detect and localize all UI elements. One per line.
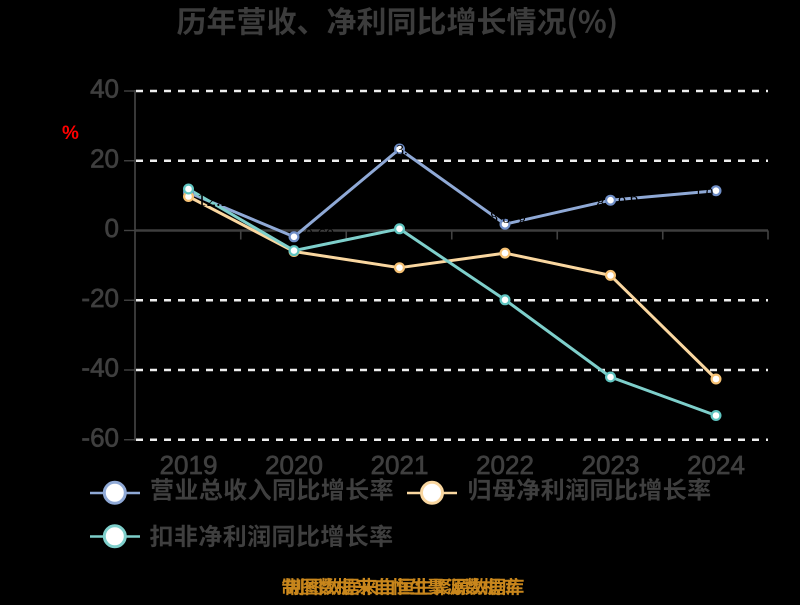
svg-text:2024: 2024 — [687, 450, 745, 480]
svg-text:%: % — [62, 123, 79, 144]
svg-text:2023: 2023 — [582, 450, 640, 480]
svg-text:8: 8 — [503, 211, 511, 227]
svg-text:-0.60: -0.60 — [299, 225, 334, 244]
svg-text:-20: -20 — [81, 283, 119, 313]
svg-text:3.: 3. — [397, 143, 408, 159]
svg-text:2019: 2019 — [160, 450, 218, 480]
svg-text:2020: 2020 — [265, 450, 323, 480]
svg-text:-60: -60 — [81, 422, 119, 452]
svg-text:12.21: 12.21 — [197, 190, 240, 211]
svg-text:8.6: 8.6 — [618, 190, 638, 207]
svg-text:40: 40 — [90, 74, 119, 104]
svg-text:-40: -40 — [81, 353, 119, 383]
svg-text:2022: 2022 — [476, 450, 534, 480]
svg-text:8: 8 — [597, 195, 605, 212]
svg-text:8: 8 — [490, 209, 498, 226]
svg-text:1.0: 1.0 — [695, 186, 714, 202]
svg-text:20: 20 — [90, 143, 119, 173]
svg-text:2021: 2021 — [371, 450, 429, 480]
svg-text:0: 0 — [105, 213, 119, 243]
svg-text:8: 8 — [519, 214, 527, 230]
